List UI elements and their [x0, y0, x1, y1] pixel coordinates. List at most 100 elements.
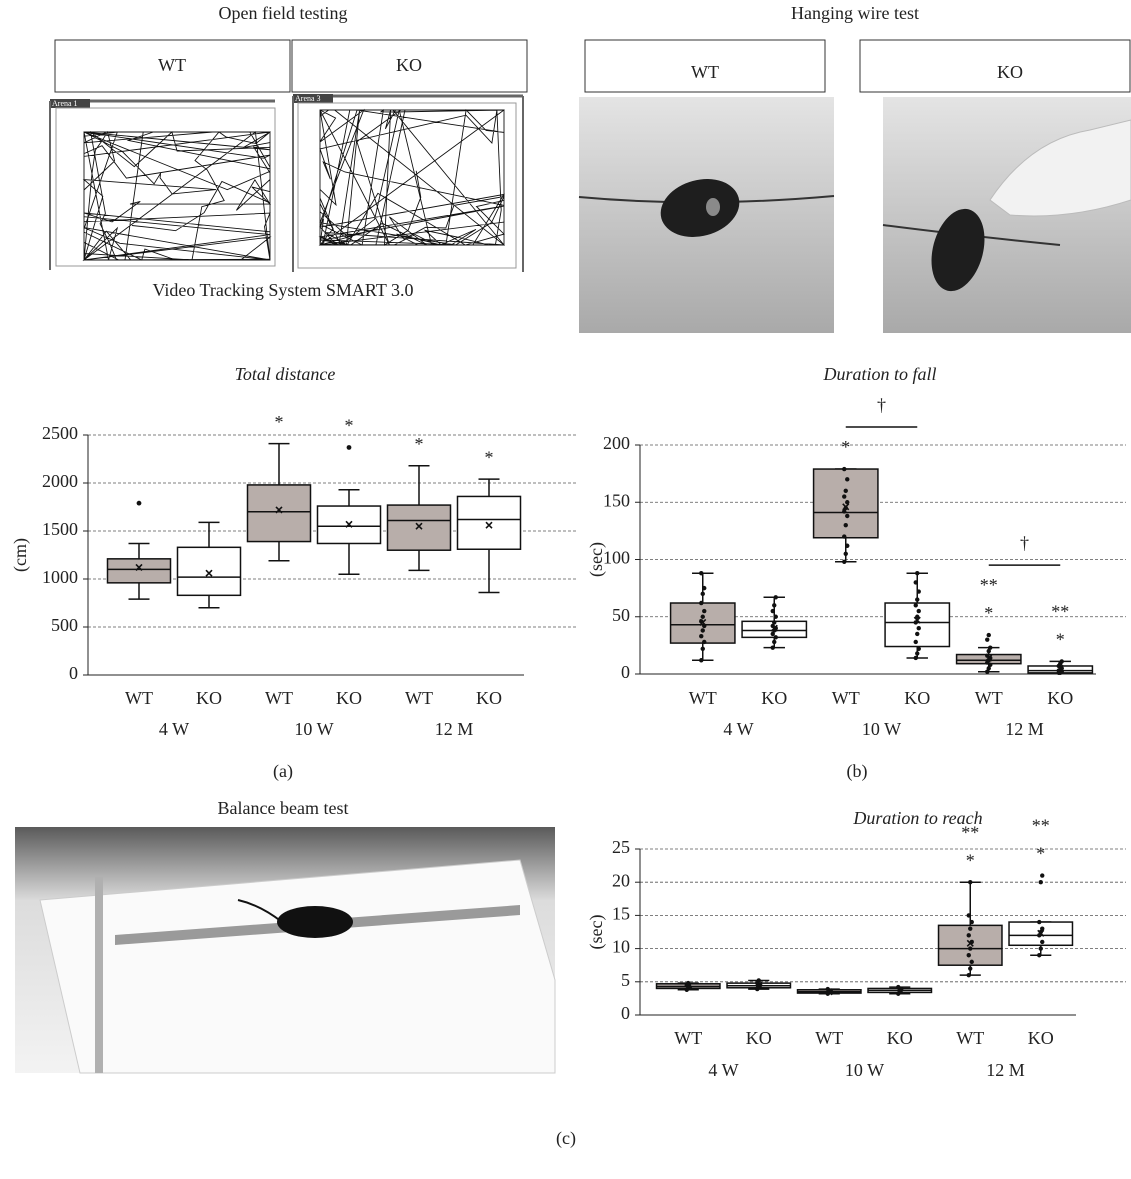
data-point — [844, 523, 848, 527]
x-tick-label: KO — [1028, 1028, 1054, 1048]
data-point — [699, 601, 703, 605]
box — [458, 496, 521, 549]
chart-title: Duration to fall — [822, 364, 936, 384]
data-point — [970, 920, 974, 924]
significance-mark: ** — [1032, 816, 1050, 836]
data-point — [842, 560, 846, 564]
y-tick-label: 50 — [612, 605, 630, 625]
data-point — [702, 640, 706, 644]
group-label: KO — [997, 62, 1023, 82]
y-tick-label: 200 — [603, 433, 630, 453]
data-point — [988, 645, 992, 649]
data-point — [699, 658, 703, 662]
panel-label: (a) — [273, 761, 293, 782]
group-label: 12 M — [1005, 719, 1044, 739]
data-point — [774, 595, 778, 599]
data-point — [1037, 920, 1041, 924]
x-tick-label: WT — [832, 688, 860, 708]
y-tick-label: 1000 — [42, 567, 78, 587]
data-point — [772, 620, 776, 624]
x-tick-label: WT — [975, 688, 1003, 708]
significance-mark: * — [275, 412, 284, 432]
x-tick-label: KO — [1047, 688, 1073, 708]
y-axis-label: (cm) — [10, 538, 31, 572]
panel-label: (b) — [847, 761, 868, 782]
group-label: 4 W — [723, 719, 753, 739]
panel-title: Balance beam test — [218, 798, 349, 818]
data-point — [1040, 940, 1044, 944]
data-point — [985, 637, 989, 641]
data-point — [1039, 946, 1043, 950]
significance-mark: * — [345, 416, 354, 436]
y-tick-label: 0 — [69, 663, 78, 683]
panel-title: Hanging wire test — [791, 3, 919, 23]
data-point — [1040, 926, 1044, 930]
y-tick-label: 15 — [612, 904, 630, 924]
arena-label: Arena 1 — [52, 99, 78, 108]
significance-mark: * — [841, 437, 850, 457]
chart-title: Total distance — [235, 364, 336, 384]
data-point — [842, 534, 846, 538]
data-point — [917, 647, 921, 651]
x-tick-label: WT — [405, 688, 433, 708]
y-tick-label: 1500 — [42, 519, 78, 539]
data-point — [844, 552, 848, 556]
data-point — [967, 973, 971, 977]
data-point — [914, 580, 918, 584]
box — [108, 559, 171, 583]
group-label: WT — [691, 62, 719, 82]
outlier — [347, 445, 352, 450]
data-point — [1040, 873, 1044, 877]
x-tick-label: KO — [336, 688, 362, 708]
data-point — [915, 632, 919, 636]
arena-image — [293, 94, 523, 272]
data-point — [774, 635, 778, 639]
x-tick-label: WT — [265, 688, 293, 708]
data-point — [917, 589, 921, 593]
significance-mark: * — [1036, 844, 1045, 864]
data-point — [699, 571, 703, 575]
data-point — [967, 933, 971, 937]
data-point — [968, 966, 972, 970]
outlier — [137, 501, 142, 506]
data-point — [757, 978, 761, 982]
data-point — [702, 609, 706, 613]
significance-mark: * — [485, 447, 494, 467]
panel-title: Open field testing — [219, 3, 348, 23]
data-point — [915, 597, 919, 601]
data-point — [701, 647, 705, 651]
bracket-label: † — [1020, 533, 1029, 553]
data-point — [845, 500, 849, 504]
arena-label: Arena 3 — [295, 94, 321, 103]
y-tick-label: 5 — [621, 970, 630, 990]
x-tick-label: KO — [196, 688, 222, 708]
y-tick-label: 10 — [612, 937, 630, 957]
data-point — [987, 633, 991, 637]
caption: Video Tracking System SMART 3.0 — [152, 280, 413, 300]
x-tick-label: WT — [815, 1028, 843, 1048]
data-point — [915, 651, 919, 655]
photo — [15, 827, 555, 1073]
significance-mark: * — [415, 434, 424, 454]
data-point — [774, 615, 778, 619]
y-tick-label: 100 — [603, 548, 630, 568]
group-label: WT — [158, 55, 186, 75]
group-label: 10 W — [845, 1060, 884, 1080]
y-tick-label: 2500 — [42, 423, 78, 443]
data-point — [701, 592, 705, 596]
x-tick-label: KO — [761, 688, 787, 708]
significance-mark: * — [984, 603, 993, 623]
data-point — [771, 609, 775, 613]
group-label: 4 W — [708, 1060, 738, 1080]
data-point — [967, 913, 971, 917]
y-tick-label: 150 — [603, 490, 630, 510]
group-label: 12 M — [435, 719, 474, 739]
data-point — [968, 880, 972, 884]
y-axis-label: (sec) — [586, 915, 607, 950]
data-point — [772, 640, 776, 644]
figure: Open field testing WT KO Arena 1 Arena 3… — [0, 0, 1131, 1179]
data-point — [1039, 880, 1043, 884]
data-point — [914, 603, 918, 607]
x-tick-label: WT — [956, 1028, 984, 1048]
data-point — [967, 953, 971, 957]
